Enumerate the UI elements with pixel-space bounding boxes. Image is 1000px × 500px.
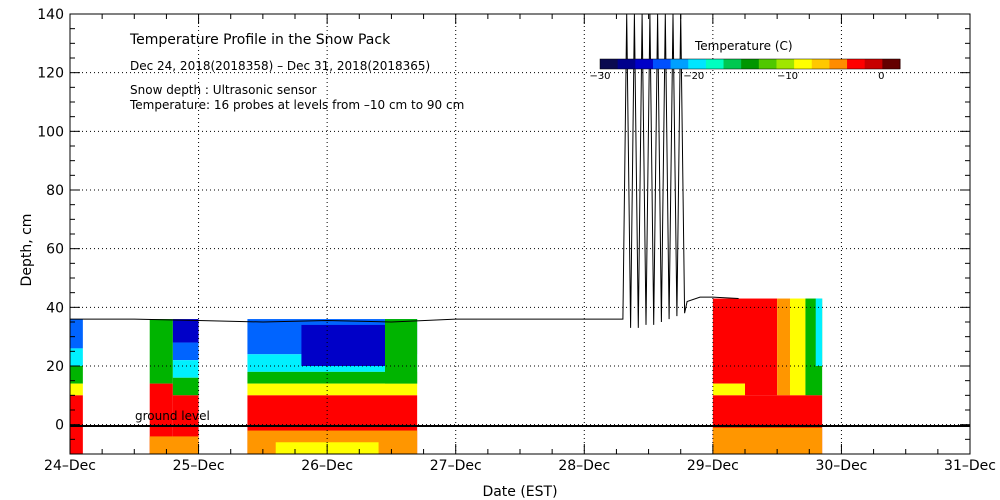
colorbar-swatch bbox=[688, 59, 707, 69]
note-temperature: Temperature: 16 probes at levels from –1… bbox=[129, 98, 464, 112]
colorbar-swatch bbox=[811, 59, 830, 69]
colorbar-label: Temperature (C) bbox=[694, 39, 793, 53]
y-tick-label: 0 bbox=[55, 418, 64, 434]
colorbar-swatch bbox=[741, 59, 760, 69]
heatmap-cell bbox=[712, 427, 823, 454]
heatmap-cell bbox=[815, 298, 823, 366]
ground-level-label: ground level bbox=[135, 409, 210, 423]
x-tick-label: 25–Dec bbox=[173, 458, 225, 474]
note-snow-depth: Snow depth : Ultrasonic sensor bbox=[130, 83, 317, 97]
colorbar-swatch bbox=[705, 59, 725, 69]
axis-ticks: 24–Dec 25–Dec 26–Dec 27–Dec 28–Dec 29–Dec 30–D… bbox=[37, 7, 996, 474]
y-tick-label: 20 bbox=[46, 359, 64, 375]
colorbar-swatch bbox=[794, 59, 813, 69]
colorbar-swatch bbox=[864, 59, 883, 69]
heatmap-cell bbox=[70, 319, 83, 349]
x-tick-label: 24–Dec bbox=[44, 458, 96, 474]
x-tick-label: 29–Dec bbox=[687, 458, 739, 474]
colorbar-swatch bbox=[776, 59, 795, 69]
temperature-heatmap bbox=[70, 298, 823, 454]
colorbar-swatch bbox=[652, 59, 672, 69]
heatmap-cell bbox=[70, 383, 83, 396]
colorbar-tick-label: −20 bbox=[683, 71, 704, 82]
y-tick-label: 80 bbox=[46, 183, 64, 199]
heatmap-cell bbox=[777, 298, 790, 396]
heatmap-cell bbox=[790, 298, 806, 396]
heatmap-cell bbox=[712, 298, 745, 384]
y-tick-label: 140 bbox=[37, 7, 64, 23]
colorbar-swatch bbox=[723, 59, 742, 69]
colorbar-swatch bbox=[617, 59, 636, 69]
heatmap-cell bbox=[247, 371, 418, 384]
heatmap-cell bbox=[172, 360, 199, 378]
heatmap-cell bbox=[149, 436, 199, 454]
y-tick-label: 60 bbox=[46, 242, 64, 258]
colorbar-tick-label: −30 bbox=[589, 71, 610, 82]
heatmap-cell bbox=[745, 298, 778, 396]
x-tick-label: 26–Dec bbox=[301, 458, 353, 474]
colorbar-swatch bbox=[882, 59, 901, 69]
colorbar: −30 −20 −10 0 bbox=[589, 58, 901, 82]
x-tick-label: 30–Dec bbox=[815, 458, 867, 474]
heatmap-cell bbox=[385, 319, 418, 384]
y-axis-label: Depth, cm bbox=[19, 214, 35, 287]
y-tick-label: 120 bbox=[37, 66, 64, 82]
heatmap-cell bbox=[70, 366, 83, 384]
colorbar-swatch bbox=[635, 59, 654, 69]
heatmap-cell bbox=[247, 383, 418, 396]
heatmap-cell bbox=[172, 377, 199, 396]
colorbar-tick-label: −10 bbox=[777, 71, 798, 82]
chart-subtitle: Dec 24, 2018(2018358) – Dec 31, 2018(201… bbox=[130, 59, 430, 73]
colorbar-swatch bbox=[847, 59, 866, 69]
heatmap-cell bbox=[301, 324, 392, 366]
y-tick-label: 40 bbox=[46, 300, 64, 316]
y-tick-label: 100 bbox=[37, 124, 64, 140]
grid-lines bbox=[70, 14, 970, 454]
colorbar-swatch bbox=[670, 59, 689, 69]
colorbar-swatch bbox=[600, 59, 619, 69]
heatmap-cell bbox=[712, 383, 745, 396]
colorbar-frame bbox=[599, 58, 901, 70]
x-tick-label: 31–Dec bbox=[944, 458, 996, 474]
heatmap-cell bbox=[172, 342, 199, 361]
x-tick-label: 28–Dec bbox=[558, 458, 610, 474]
x-axis-label: Date (EST) bbox=[482, 484, 557, 500]
x-tick-label: 27–Dec bbox=[430, 458, 482, 474]
heatmap-cell bbox=[172, 319, 199, 343]
colorbar-swatch bbox=[829, 59, 848, 69]
colorbar-tick-label: 0 bbox=[878, 71, 884, 82]
chart-title: Temperature Profile in the Snow Pack bbox=[129, 32, 391, 48]
heatmap-cell bbox=[149, 319, 173, 384]
heatmap-cell bbox=[70, 348, 83, 366]
plot-frame bbox=[69, 13, 971, 455]
colorbar-swatch bbox=[758, 59, 777, 69]
